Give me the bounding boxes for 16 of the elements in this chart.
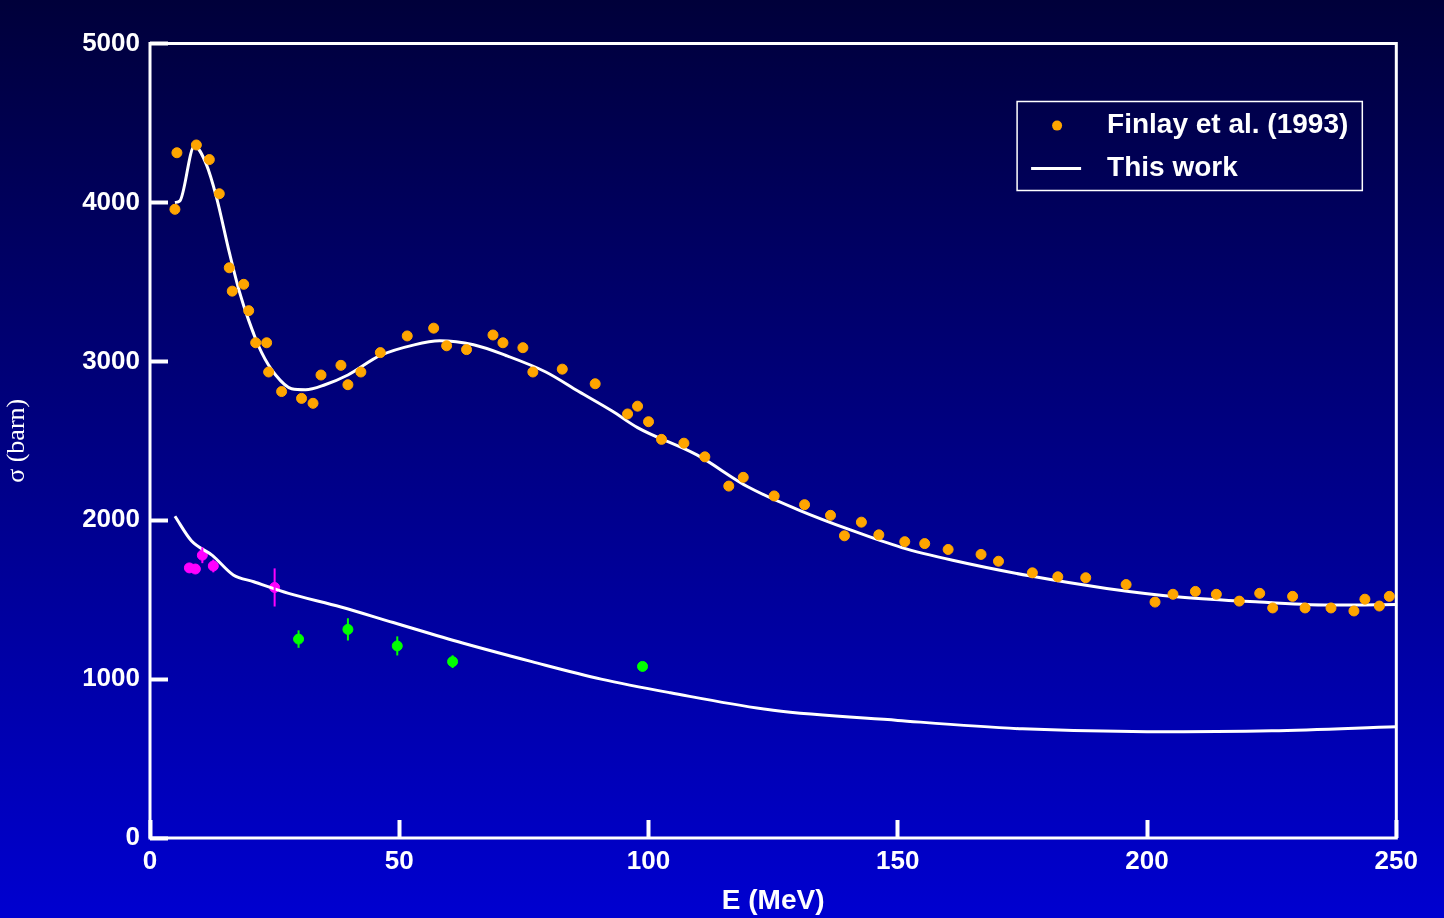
x-tick-label: 100 [626,844,671,875]
legend-label: Finlay et al. (1993) [1107,108,1349,140]
x-tick-label: 50 [384,844,414,875]
y-tick-label: 5000 [82,26,140,57]
x-axis-title: E (MeV) [721,883,825,915]
x-tick-label: 150 [876,844,920,875]
y-tick-label: 3000 [82,344,140,375]
x-tick-label: 250 [1374,844,1419,875]
y-axis-title: σ (barn) [1,398,31,483]
legend-label: This work [1107,151,1239,183]
y-tick-label: 1000 [82,662,140,693]
y-tick-label: 4000 [82,185,140,216]
y-tick-label: 0 [125,821,140,852]
x-tick-label: 200 [1125,844,1169,875]
y-tick-label: 2000 [82,503,140,534]
point [637,660,649,672]
